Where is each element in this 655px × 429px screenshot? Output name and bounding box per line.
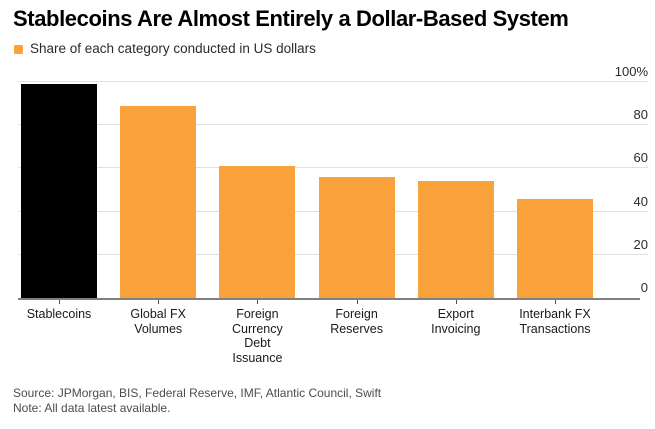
chart-footer: Source: JPMorgan, BIS, Federal Reserve, … [13,386,381,416]
legend: Share of each category conducted in US d… [14,41,316,57]
y-axis-tick-label-80: 80 [633,107,648,123]
bar-export-invoicing [417,181,494,298]
x-axis-tick-foreign-currency-debt-issuance [257,300,259,304]
note-line: Note: All data latest available. [13,401,171,415]
gridline-100 [18,81,648,82]
chart-title: Stablecoins Are Almost Entirely a Dollar… [13,6,569,31]
y-axis-tick-label-20: 20 [633,236,648,252]
bar-stablecoins [21,84,97,298]
x-axis-tick-interbank-fx-transactions [555,300,556,304]
category-label-stablecoins: Stablecoins [26,307,92,321]
x-axis-tick-global-fx-volumes [158,300,160,304]
category-label-foreign-currency-debt-issuance: Foreign Currency Debt Issuance [232,307,283,365]
legend-label: Share of each category conducted in US d… [30,41,316,56]
y-axis-tick-label-0: 0 [640,280,648,295]
category-label-interbank-fx-transactions: Interbank FX Transactions [519,307,591,336]
category-label-export-invoicing: Export Invoicing [431,307,481,336]
bar-global-fx-volumes [120,105,197,298]
y-axis-tick-label-60: 60 [633,150,648,166]
x-axis-tick-foreign-reserves [356,300,358,304]
x-axis-tick-export-invoicing [455,300,457,304]
category-label-global-fx-volumes: Global FX Volumes [130,307,186,336]
legend-swatch-icon [14,44,23,54]
gridline-80 [18,124,648,126]
x-axis-tick-stablecoins [59,300,60,304]
y-axis-tick-label-40: 40 [633,193,648,209]
bar-chart-plot-area: 0 20 40 60 80 100% Stablecoins Global FX Volume… [18,65,648,365]
bar-foreign-currency-debt-issuance [219,166,296,298]
y-axis-tick-label-100: 100% [614,64,648,79]
bar-interbank-fx-transactions [517,198,593,298]
source-line: Source: JPMorgan, BIS, Federal Reserve, … [13,386,382,400]
category-label-foreign-reserves: Foreign Reserves [330,307,383,336]
x-axis-baseline [18,298,640,300]
bar-foreign-reserves [318,177,395,298]
gridline-60 [18,167,648,169]
